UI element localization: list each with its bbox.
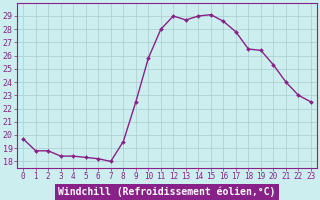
X-axis label: Windchill (Refroidissement éolien,°C): Windchill (Refroidissement éolien,°C) [58, 187, 276, 197]
